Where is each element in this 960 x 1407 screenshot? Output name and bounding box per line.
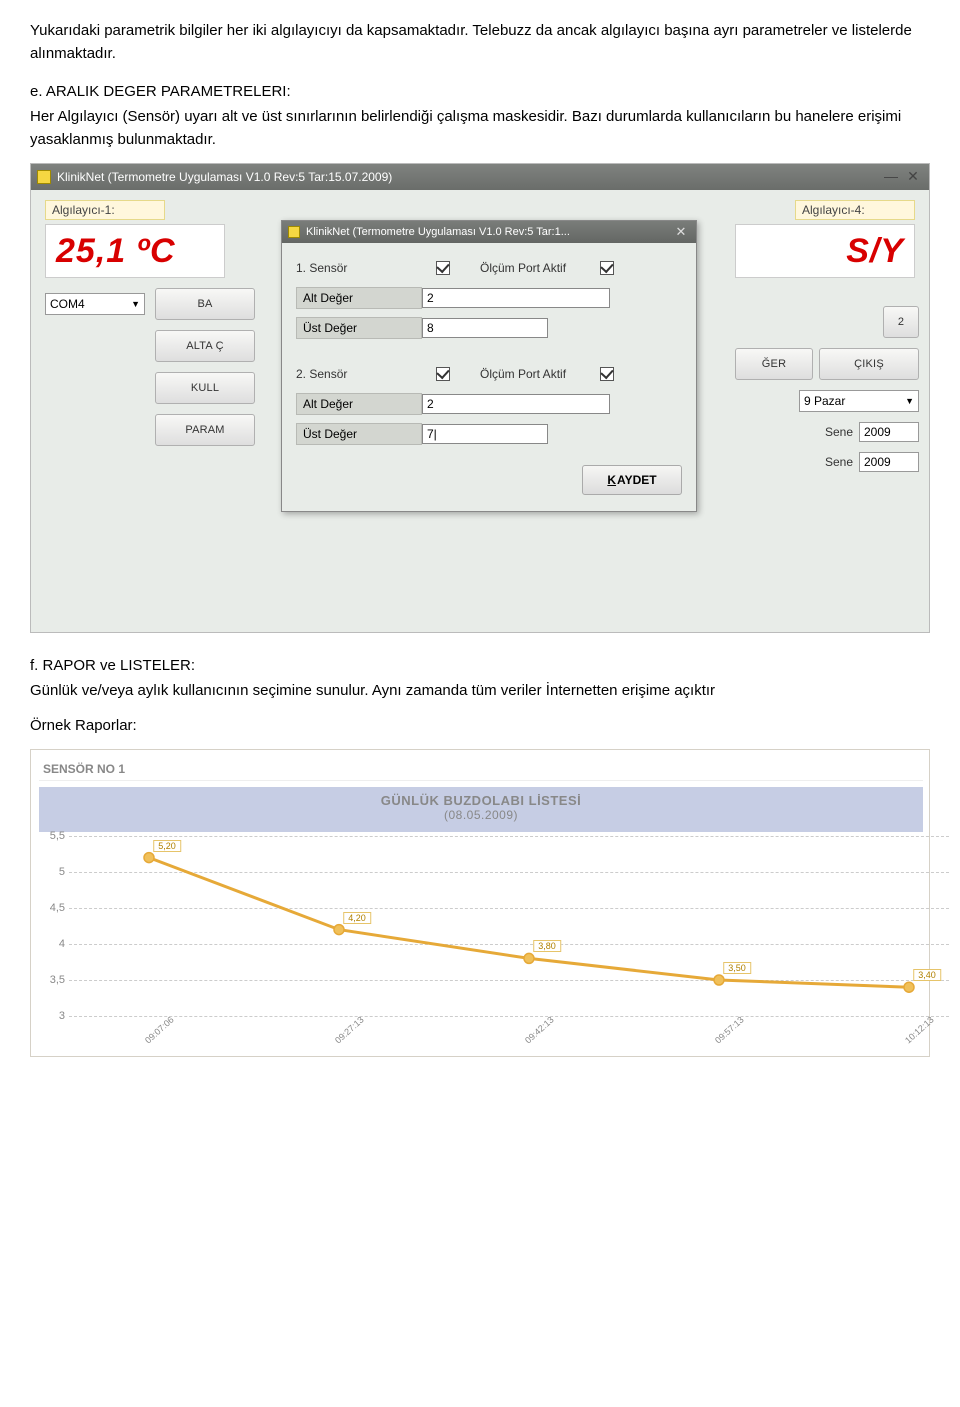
date-value: 9 Pazar bbox=[804, 394, 845, 408]
chart-container: SENSÖR NO 1 GÜNLÜK BUZDOLABI LİSTESİ (08… bbox=[30, 749, 930, 1057]
range-dialog: KlinikNet (Termometre Uygulaması V1.0 Re… bbox=[281, 220, 697, 512]
close-icon[interactable]: ✕ bbox=[903, 168, 923, 186]
dialog-title: KlinikNet (Termometre Uygulaması V1.0 Re… bbox=[306, 226, 672, 238]
chart-point bbox=[524, 953, 534, 963]
app-icon bbox=[37, 170, 51, 184]
chevron-down-icon: ▼ bbox=[131, 299, 140, 309]
section-f-body: Günlük ve/veya aylık kullanıcının seçimi… bbox=[30, 680, 930, 703]
titlebar: KlinikNet (Termometre Uygulaması V1.0 Re… bbox=[31, 164, 929, 190]
sensor-2-checkbox[interactable] bbox=[436, 367, 450, 381]
alt-2-label: Alt Değer bbox=[296, 393, 422, 415]
olcum-2-label: Ölçüm Port Aktif bbox=[480, 367, 600, 381]
kaydet-button[interactable]: KAYDET bbox=[582, 465, 682, 495]
alt-1-input[interactable]: 2 bbox=[422, 288, 610, 308]
ust-1-label: Üst Değer bbox=[296, 317, 422, 339]
dialog-body: 1. Sensör Ölçüm Port Aktif Alt Değer 2 Ü… bbox=[282, 243, 696, 511]
y-axis-tick: 5 bbox=[35, 866, 65, 878]
com-port-select[interactable]: COM4 ▼ bbox=[45, 293, 145, 315]
chart-area: 5,554,543,535,2009:07:064,2009:27:133,80… bbox=[69, 836, 949, 1046]
app-window: KlinikNet (Termometre Uygulaması V1.0 Re… bbox=[30, 163, 930, 633]
y-axis-tick: 4 bbox=[35, 938, 65, 950]
sensor-2-block: 2. Sensör Ölçüm Port Aktif Alt Değer 2 Ü… bbox=[296, 359, 682, 449]
alt-2-input[interactable]: 2 bbox=[422, 394, 610, 414]
chart-subtitle: (08.05.2009) bbox=[39, 808, 923, 822]
year-label-1: Sene bbox=[825, 425, 853, 439]
section-e-title: e. ARALIK DEGER PARAMETRELERI: bbox=[30, 83, 291, 100]
year-input-1[interactable]: 2009 bbox=[859, 422, 919, 442]
paragraph-intro: Yukarıdaki parametrik bilgiler her iki a… bbox=[30, 20, 930, 65]
sensor-col-4: Algılayıcı-4: S/Y bbox=[702, 200, 916, 278]
sensor-1-header: 1. Sensör Ölçüm Port Aktif bbox=[296, 253, 682, 283]
btn-ger[interactable]: ĞER bbox=[735, 348, 813, 380]
point-label: 3,50 bbox=[723, 962, 751, 974]
right-column: 2 ĞER ÇIKIŞ 9 Pazar ▼ Sene 2009 bbox=[689, 296, 919, 472]
sensor-2-header: 2. Sensör Ölçüm Port Aktif bbox=[296, 359, 682, 389]
point-label: 5,20 bbox=[153, 840, 181, 852]
chart-point bbox=[144, 853, 154, 863]
dialog-titlebar: KlinikNet (Termometre Uygulaması V1.0 Re… bbox=[282, 221, 696, 243]
ust-2-input[interactable]: 7| bbox=[422, 424, 548, 444]
sensor-2-label: 2. Sensör bbox=[296, 367, 436, 381]
y-axis-tick: 3,5 bbox=[35, 974, 65, 986]
alt-1-row: Alt Değer 2 bbox=[296, 283, 682, 313]
sensor-1-label: 1. Sensör bbox=[296, 261, 436, 275]
btn-cikis[interactable]: ÇIKIŞ bbox=[819, 348, 919, 380]
chart-svg bbox=[69, 836, 949, 1046]
y-axis-tick: 3 bbox=[35, 1010, 65, 1022]
section-e-body: Her Algılayıcı (Sensör) uyarı alt ve üst… bbox=[30, 106, 930, 151]
close-icon[interactable]: ✕ bbox=[672, 224, 690, 240]
chart-point bbox=[904, 982, 914, 992]
com-port-value: COM4 bbox=[50, 297, 85, 311]
point-label: 4,20 bbox=[343, 912, 371, 924]
ornek-raporlar: Örnek Raporlar: bbox=[30, 715, 930, 738]
point-label: 3,40 bbox=[913, 969, 941, 981]
minimize-icon[interactable]: — bbox=[881, 168, 901, 186]
point-label: 3,80 bbox=[533, 940, 561, 952]
chart-title-bar: GÜNLÜK BUZDOLABI LİSTESİ (08.05.2009) bbox=[39, 787, 923, 832]
sensor-1-checkbox[interactable] bbox=[436, 261, 450, 275]
year-label-2: Sene bbox=[825, 455, 853, 469]
btn-param[interactable]: PARAM bbox=[155, 414, 255, 446]
alt-2-row: Alt Değer 2 bbox=[296, 389, 682, 419]
chart-title: GÜNLÜK BUZDOLABI LİSTESİ bbox=[39, 793, 923, 808]
olcum-1-checkbox[interactable] bbox=[600, 261, 614, 275]
year-input-2[interactable]: 2009 bbox=[859, 452, 919, 472]
date-select[interactable]: 9 Pazar ▼ bbox=[799, 390, 919, 412]
app-body: Algılayıcı-1: 25,1 ºC Algılayıcı-4: S/Y … bbox=[31, 190, 929, 456]
window-title: KlinikNet (Termometre Uygulaması V1.0 Re… bbox=[57, 170, 879, 184]
ust-2-label: Üst Değer bbox=[296, 423, 422, 445]
chart-sensor-no: SENSÖR NO 1 bbox=[39, 756, 923, 781]
chart-point bbox=[714, 975, 724, 985]
section-e-heading: e. ARALIK DEGER PARAMETRELERI: bbox=[30, 83, 930, 100]
section-f-title: f. RAPOR ve LISTELER: bbox=[30, 657, 930, 674]
chart-point bbox=[334, 925, 344, 935]
y-axis-tick: 4,5 bbox=[35, 902, 65, 914]
y-axis-tick: 5,5 bbox=[35, 830, 65, 842]
btn-kull[interactable]: KULL bbox=[155, 372, 255, 404]
sensor-4-reading: S/Y bbox=[735, 224, 915, 278]
sensor-1-block: 1. Sensör Ölçüm Port Aktif Alt Değer 2 Ü… bbox=[296, 253, 682, 343]
ust-1-row: Üst Değer 8 bbox=[296, 313, 682, 343]
olcum-2-checkbox[interactable] bbox=[600, 367, 614, 381]
chevron-down-icon: ▼ bbox=[905, 396, 914, 406]
sensor-col-1: Algılayıcı-1: 25,1 ºC bbox=[45, 200, 259, 278]
app-icon bbox=[288, 226, 300, 238]
kaydet-label-rest: AYDET bbox=[617, 473, 657, 487]
btn-ba[interactable]: BA bbox=[155, 288, 255, 320]
ust-2-row: Üst Değer 7| bbox=[296, 419, 682, 449]
sensor-1-label: Algılayıcı-1: bbox=[45, 200, 165, 220]
save-row: KAYDET bbox=[296, 465, 682, 495]
alt-1-label: Alt Değer bbox=[296, 287, 422, 309]
sensor-1-reading: 25,1 ºC bbox=[45, 224, 225, 278]
btn-alta[interactable]: ALTA Ç bbox=[155, 330, 255, 362]
olcum-1-label: Ölçüm Port Aktif bbox=[480, 261, 600, 275]
ust-1-input[interactable]: 8 bbox=[422, 318, 548, 338]
sensor-4-label: Algılayıcı-4: bbox=[795, 200, 915, 220]
chart-line bbox=[149, 858, 909, 988]
btn-2[interactable]: 2 bbox=[883, 306, 919, 338]
